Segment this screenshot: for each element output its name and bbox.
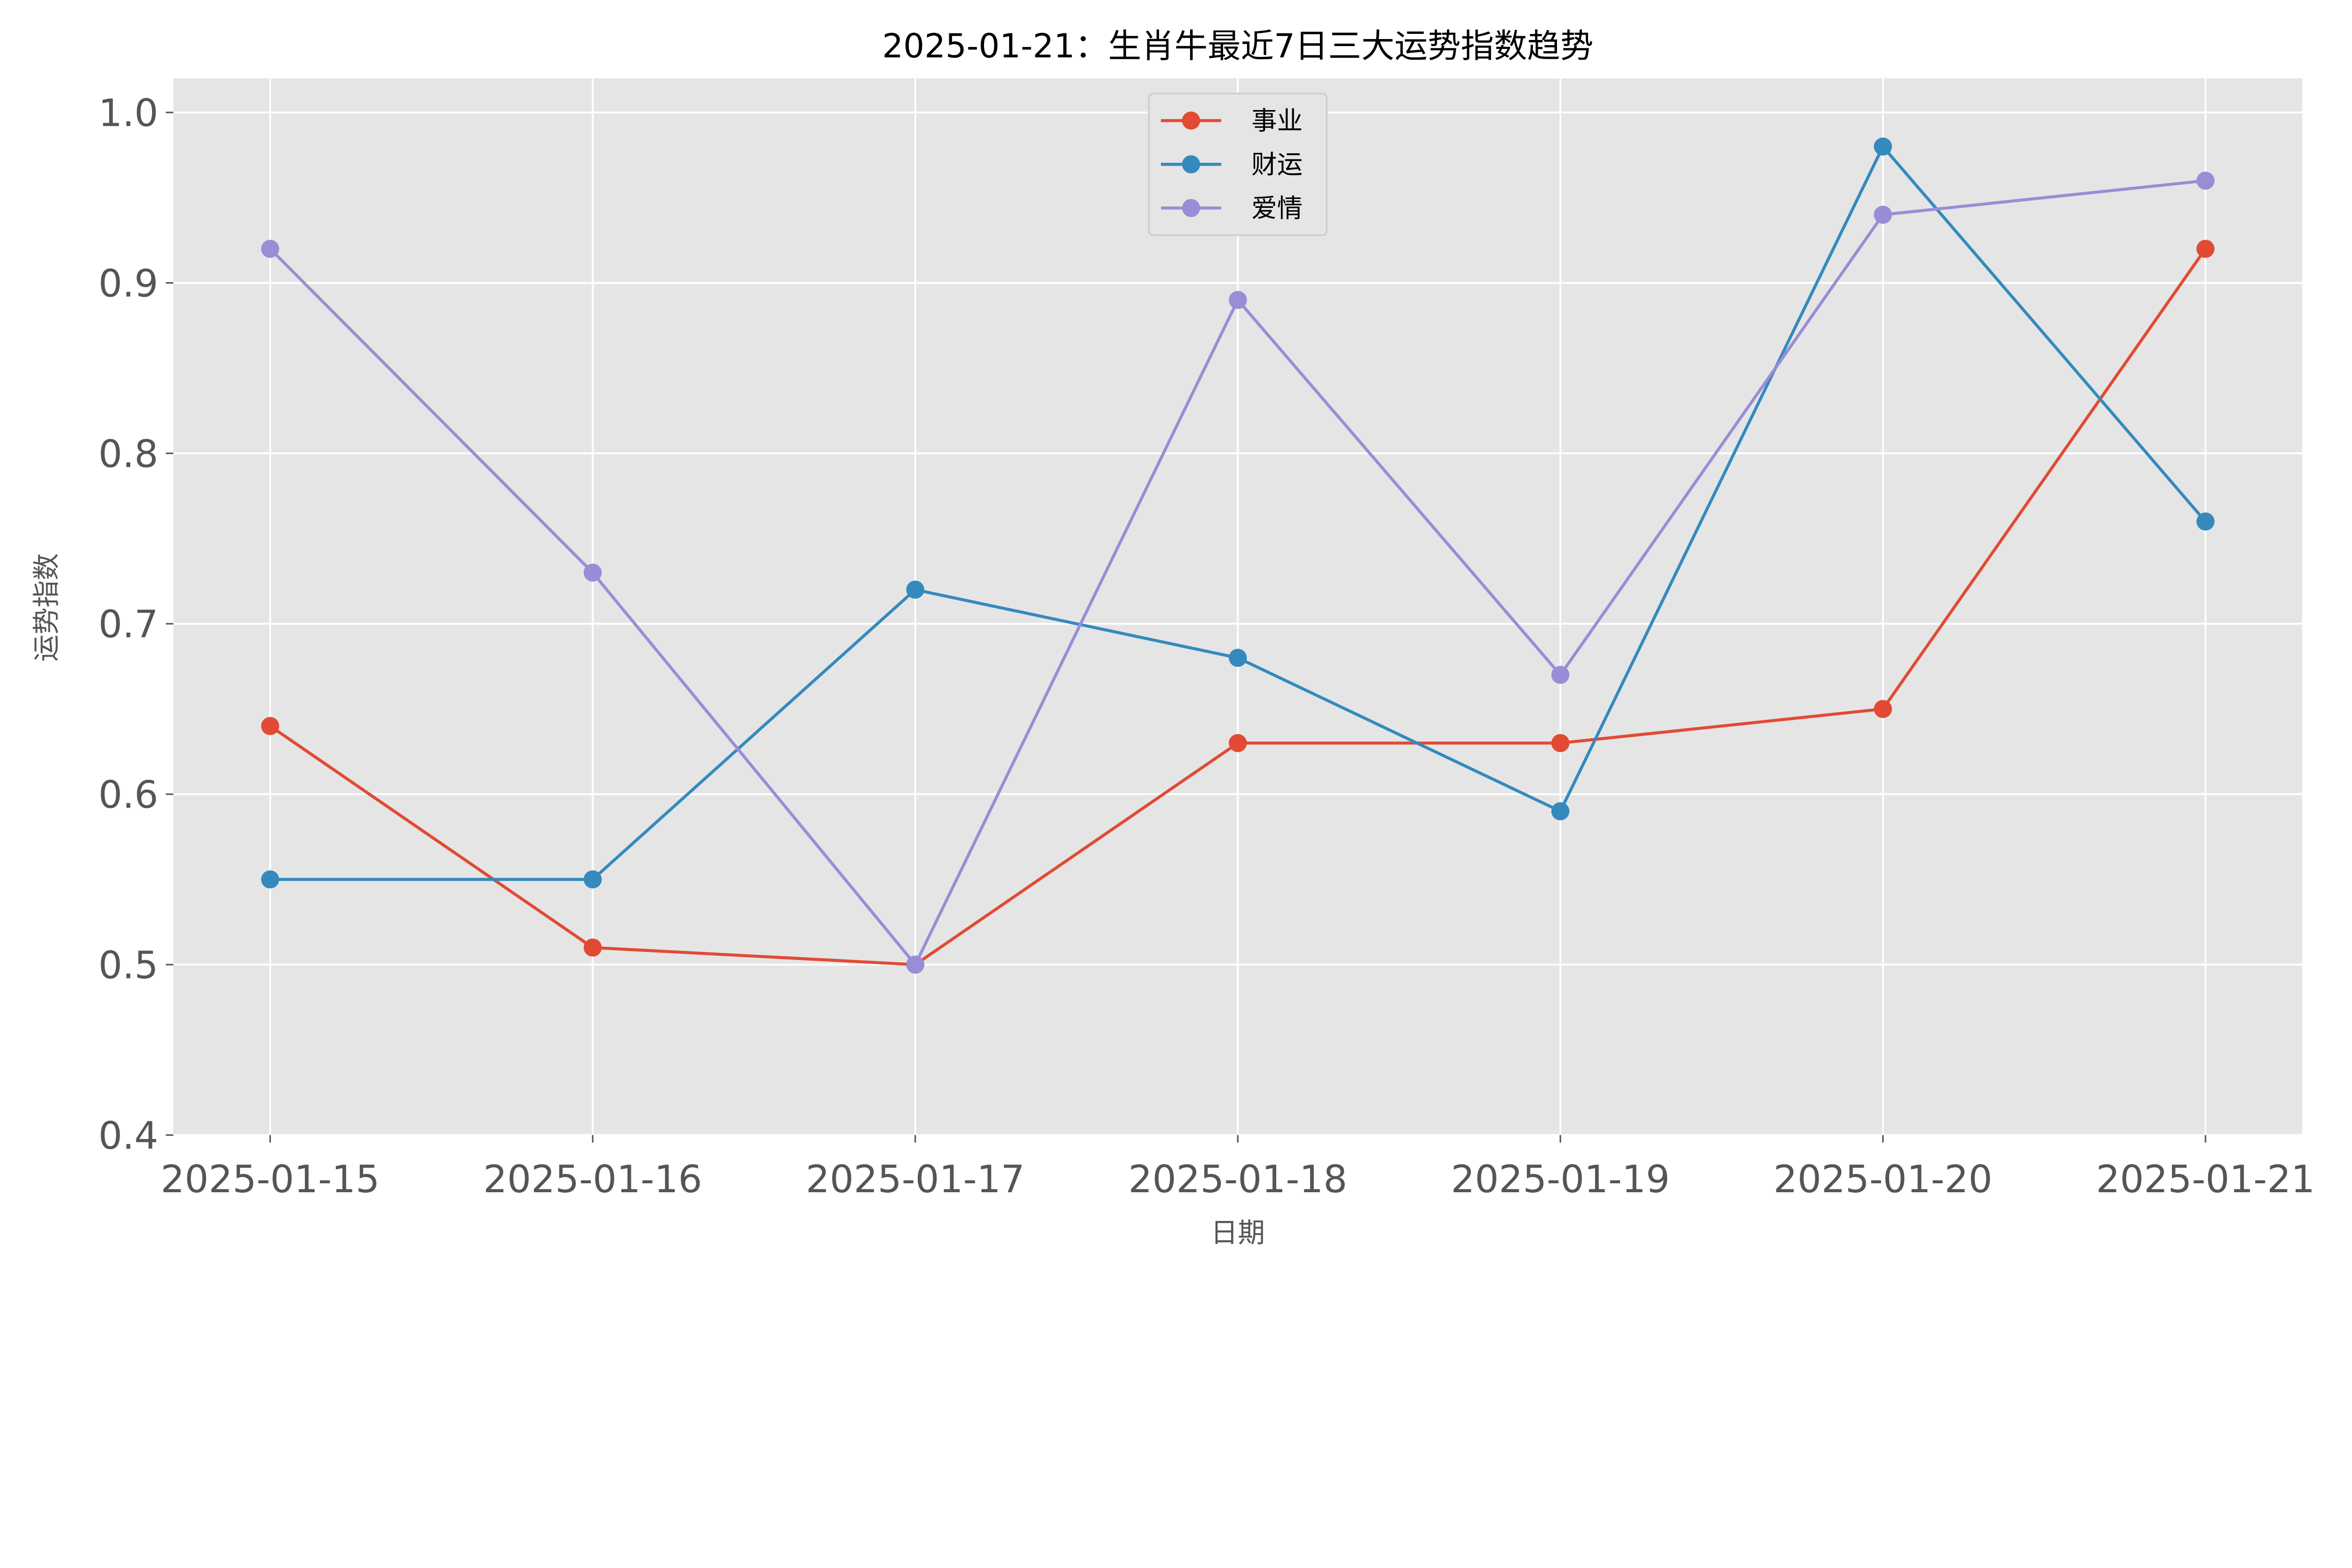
y-tick-label: 0.4: [98, 1114, 158, 1157]
y-tick-label: 1.0: [98, 91, 158, 135]
legend-label: 事业: [1251, 106, 1303, 136]
line-chart: 0.4 0.5 0.6 0.7 0.8 0.9 1.0 2025-01-15 2025-01-1…: [31, 27, 2315, 1249]
data-point: [1874, 206, 1892, 224]
data-point: [1551, 734, 1570, 752]
chart-title: 2025-01-21：生肖牛最近7日三大运势指数趋势: [882, 27, 1593, 65]
x-tick-label: 2025-01-18: [1128, 1157, 1348, 1201]
x-tick-label: 2025-01-15: [161, 1157, 380, 1201]
x-tick-label: 2025-01-20: [1773, 1157, 1993, 1201]
legend-marker: [1182, 199, 1200, 217]
legend-label: 爱情: [1251, 193, 1303, 223]
data-point: [906, 580, 924, 599]
x-tick-label: 2025-01-17: [806, 1157, 1025, 1201]
data-point: [1551, 665, 1570, 684]
data-point: [583, 870, 602, 889]
data-point: [2196, 512, 2215, 531]
data-point: [906, 955, 924, 974]
legend-item: 爱情: [1160, 193, 1303, 223]
data-point: [261, 717, 279, 735]
legend-item: 财运: [1160, 150, 1303, 180]
legend-item: 事业: [1160, 106, 1303, 136]
y-tick-label: 0.9: [98, 261, 158, 305]
y-tick-label: 0.7: [98, 602, 158, 646]
data-point: [261, 870, 279, 889]
x-tick-label: 2025-01-21: [2096, 1157, 2315, 1201]
series-2: [261, 137, 2215, 889]
data-point: [583, 938, 602, 957]
data-point: [1551, 802, 1570, 821]
legend-label: 财运: [1251, 150, 1303, 180]
data-point: [1874, 137, 1892, 156]
data-point: [261, 239, 279, 258]
data-point: [1229, 291, 1247, 309]
data-point: [1229, 734, 1247, 752]
data-point: [583, 563, 602, 582]
plot-area: 0.4 0.5 0.6 0.7 0.8 0.9 1.0 2025-01-15 2025-01-1…: [98, 78, 2315, 1201]
series-3: [261, 171, 2215, 974]
legend-marker: [1182, 111, 1200, 130]
data-point: [1229, 649, 1247, 667]
y-axis-label: 运势指数: [31, 553, 63, 662]
y-tick-label: 0.6: [98, 773, 158, 817]
data-point: [1874, 700, 1892, 718]
data-point: [2196, 171, 2215, 190]
x-axis-label: 日期: [1211, 1217, 1265, 1249]
y-tick-label: 0.8: [98, 432, 158, 476]
x-tick-label: 2025-01-19: [1451, 1157, 1670, 1201]
legend-marker: [1182, 155, 1200, 174]
data-point: [2196, 239, 2215, 258]
x-tick-label: 2025-01-16: [483, 1157, 702, 1201]
y-tick-label: 0.5: [98, 943, 158, 987]
